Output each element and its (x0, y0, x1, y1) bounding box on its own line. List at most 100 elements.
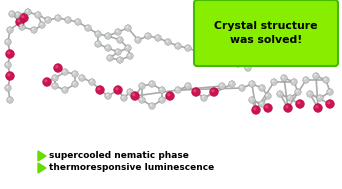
Circle shape (53, 76, 55, 78)
Circle shape (73, 82, 75, 84)
Circle shape (225, 55, 231, 61)
Circle shape (16, 13, 18, 15)
Circle shape (136, 38, 138, 40)
Circle shape (31, 27, 37, 33)
Circle shape (193, 89, 196, 92)
Circle shape (118, 58, 120, 60)
Circle shape (63, 88, 65, 90)
Circle shape (43, 78, 51, 86)
Circle shape (220, 84, 222, 86)
Circle shape (149, 81, 155, 87)
Circle shape (32, 28, 34, 30)
Circle shape (56, 16, 58, 18)
Circle shape (6, 40, 8, 42)
Circle shape (16, 18, 24, 26)
Circle shape (118, 38, 120, 40)
Circle shape (254, 58, 256, 60)
Circle shape (73, 72, 75, 74)
Circle shape (323, 77, 329, 83)
Circle shape (20, 25, 22, 27)
Circle shape (65, 17, 71, 23)
Circle shape (44, 79, 48, 82)
Circle shape (167, 93, 170, 96)
Circle shape (264, 104, 272, 112)
Circle shape (324, 78, 326, 80)
Circle shape (55, 15, 61, 21)
Circle shape (160, 88, 162, 90)
Circle shape (46, 18, 48, 20)
Circle shape (296, 90, 298, 92)
Circle shape (121, 95, 127, 101)
Circle shape (327, 89, 333, 95)
Circle shape (146, 34, 148, 36)
Circle shape (105, 93, 111, 99)
Circle shape (185, 83, 191, 89)
Circle shape (176, 44, 178, 46)
Circle shape (159, 97, 165, 103)
Circle shape (8, 28, 10, 30)
Circle shape (35, 12, 41, 18)
Circle shape (72, 71, 78, 77)
Circle shape (211, 89, 214, 92)
Circle shape (97, 87, 101, 90)
Circle shape (259, 85, 265, 91)
Circle shape (230, 82, 232, 84)
Circle shape (7, 73, 10, 76)
Circle shape (176, 88, 178, 90)
Circle shape (271, 79, 277, 85)
Circle shape (313, 73, 319, 79)
Circle shape (19, 14, 28, 22)
Circle shape (131, 92, 140, 100)
Circle shape (128, 90, 130, 92)
Circle shape (45, 17, 51, 23)
Circle shape (107, 55, 113, 61)
Circle shape (140, 84, 142, 86)
Circle shape (5, 39, 11, 45)
Circle shape (135, 37, 141, 43)
Circle shape (239, 85, 245, 91)
Circle shape (116, 30, 118, 32)
Circle shape (259, 101, 265, 107)
Circle shape (175, 43, 181, 49)
Circle shape (106, 34, 108, 36)
Circle shape (265, 105, 268, 108)
Circle shape (9, 11, 15, 17)
Circle shape (192, 88, 200, 96)
Circle shape (297, 101, 300, 104)
Circle shape (89, 79, 95, 85)
Circle shape (249, 97, 255, 103)
Text: thermoresponsive luminescence: thermoresponsive luminescence (49, 163, 214, 173)
Circle shape (236, 62, 238, 64)
Circle shape (210, 88, 219, 96)
Circle shape (76, 20, 78, 22)
Circle shape (246, 50, 248, 52)
Circle shape (185, 45, 191, 51)
Circle shape (96, 42, 98, 44)
Circle shape (6, 63, 8, 65)
Circle shape (260, 86, 262, 88)
Circle shape (253, 57, 259, 63)
Circle shape (281, 75, 287, 81)
Circle shape (126, 46, 128, 48)
Circle shape (127, 89, 133, 95)
Circle shape (287, 95, 293, 101)
Circle shape (226, 56, 228, 58)
Circle shape (139, 97, 145, 103)
Circle shape (26, 10, 28, 12)
Circle shape (284, 104, 292, 112)
Circle shape (79, 75, 85, 81)
Circle shape (6, 86, 8, 88)
Circle shape (122, 96, 124, 98)
Circle shape (114, 86, 122, 94)
Circle shape (125, 25, 131, 31)
Circle shape (52, 83, 58, 89)
Circle shape (5, 85, 11, 91)
FancyBboxPatch shape (194, 0, 338, 66)
Circle shape (21, 15, 24, 18)
Circle shape (117, 37, 123, 43)
Circle shape (235, 61, 241, 67)
Circle shape (150, 104, 152, 106)
Circle shape (7, 27, 13, 33)
Text: Crystal structure
was solved!: Crystal structure was solved! (214, 21, 318, 45)
Circle shape (39, 22, 45, 28)
